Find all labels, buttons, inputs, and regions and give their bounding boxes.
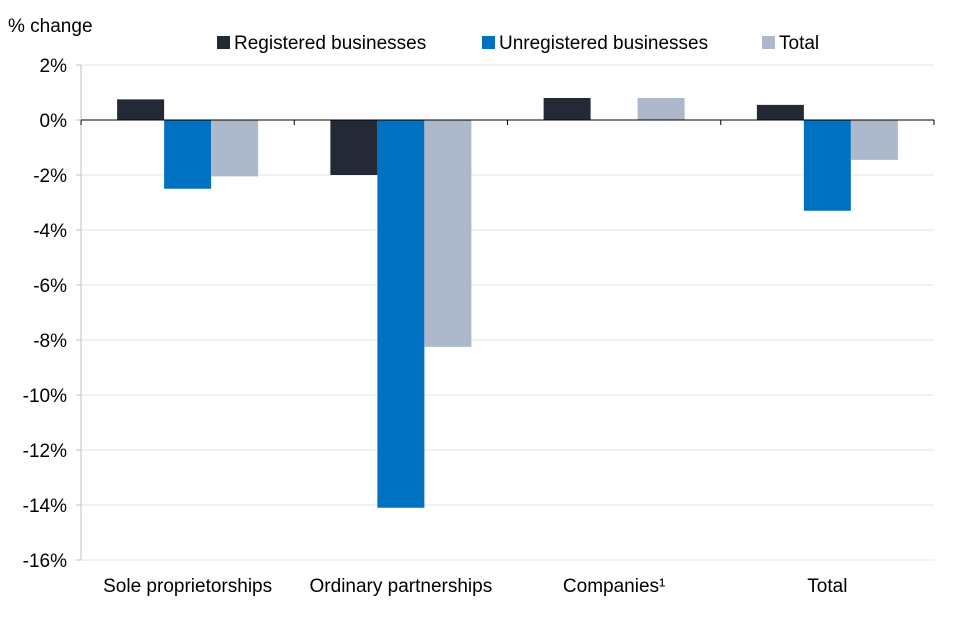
y-tick-label: -14%: [23, 496, 67, 517]
y-tick-label: -8%: [33, 331, 67, 352]
legend-swatch: [217, 36, 230, 49]
x-category-label: Ordinary partnerships: [310, 576, 493, 597]
bar: [543, 98, 591, 120]
legend-swatch: [762, 36, 775, 49]
y-axis-title: % change: [8, 16, 93, 37]
bar: [164, 120, 212, 189]
bar: [637, 98, 685, 120]
legend-swatch: [482, 36, 495, 49]
legend-label: Registered businesses: [234, 33, 426, 54]
y-tick-label: -12%: [23, 441, 67, 462]
y-tick-label: -16%: [23, 551, 67, 572]
legend: Registered businesses Unregistered busine…: [217, 33, 819, 54]
bar: [424, 120, 472, 347]
x-axis-categories: Sole proprietorships Ordinary partnership…: [103, 576, 847, 597]
bar: [377, 120, 425, 508]
x-category-label: Total: [807, 576, 847, 597]
x-category-label: Sole proprietorships: [103, 576, 272, 597]
x-category-label: Companies¹: [563, 576, 665, 597]
gridlines: [81, 64, 934, 561]
bar: [330, 120, 378, 175]
y-tick-label: 0%: [40, 111, 68, 132]
y-tick-label: -4%: [33, 221, 67, 242]
bar: [117, 99, 165, 120]
axes: [76, 64, 935, 561]
y-tick-label: 2%: [40, 56, 68, 77]
bar: [850, 120, 898, 160]
legend-label: Total: [779, 33, 819, 54]
bar: [211, 120, 259, 177]
y-tick-label: -10%: [23, 386, 67, 407]
legend-label: Unregistered businesses: [499, 33, 708, 54]
bar: [803, 120, 851, 211]
bar: [756, 104, 804, 120]
y-tick-label: -2%: [33, 166, 67, 187]
bars: [117, 98, 898, 508]
y-tick-label: -6%: [33, 276, 67, 297]
y-axis-ticks: -16% -14% -12% -10% -8% -6% -4% -2% 0% 2%: [23, 56, 67, 572]
